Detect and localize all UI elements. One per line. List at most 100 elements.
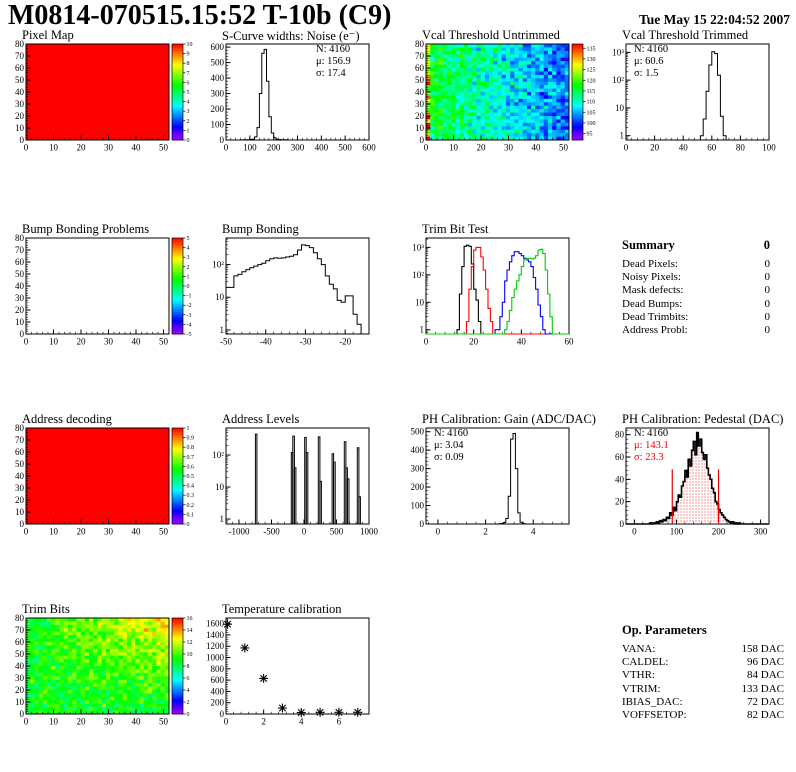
panel-title: Address decoding bbox=[22, 412, 112, 426]
svg-text:10: 10 bbox=[415, 123, 425, 133]
svg-text:400: 400 bbox=[315, 143, 329, 153]
svg-text:10³: 10³ bbox=[412, 242, 424, 252]
svg-text:60: 60 bbox=[415, 63, 425, 73]
svg-text:0.5: 0.5 bbox=[187, 474, 195, 480]
summary-value: 0 bbox=[764, 297, 771, 310]
svg-text:10: 10 bbox=[215, 292, 225, 302]
svg-text:60: 60 bbox=[15, 63, 25, 73]
svg-text:50: 50 bbox=[15, 649, 25, 659]
svg-text:100: 100 bbox=[762, 143, 776, 153]
svg-text:600: 600 bbox=[211, 42, 225, 52]
svg-text:100: 100 bbox=[411, 501, 425, 511]
stat-entries: N: 4160 bbox=[434, 428, 469, 439]
svg-text:10³: 10³ bbox=[612, 47, 624, 57]
ph-pedestal-panel: PH Calibration: Pedestal (DAC) 0 100 200 30… bbox=[602, 412, 796, 560]
page-title: M0814-070515.15:52 T-10b (C9) bbox=[8, 0, 392, 31]
svg-text:30: 30 bbox=[104, 143, 114, 153]
svg-text:10: 10 bbox=[49, 527, 59, 537]
svg-text:4: 4 bbox=[187, 100, 190, 106]
summary-value: 0 bbox=[764, 284, 771, 297]
stat-sigma: σ: 17.4 bbox=[316, 68, 346, 79]
address-levels-plot: -1000 -500 0 500 1000 1 10 10² bbox=[202, 424, 401, 548]
svg-text:10: 10 bbox=[415, 297, 425, 307]
svg-text:0: 0 bbox=[224, 143, 229, 153]
summary-row: Dead Pixels: 0 bbox=[622, 258, 770, 271]
svg-text:30: 30 bbox=[415, 99, 425, 109]
svg-text:4: 4 bbox=[187, 246, 190, 252]
summary-value: 0 bbox=[764, 258, 771, 270]
stat-sigma: σ: 23.3 bbox=[634, 452, 664, 463]
panel-title: Temperature calibration bbox=[222, 602, 342, 616]
svg-text:3: 3 bbox=[187, 255, 190, 261]
svg-text:30: 30 bbox=[104, 337, 114, 347]
svg-text:40: 40 bbox=[679, 143, 689, 153]
svg-text:10: 10 bbox=[49, 143, 59, 153]
svg-text:30: 30 bbox=[104, 527, 114, 537]
panel-title: Trim Bit Test bbox=[422, 222, 489, 236]
scurve-noise-plot: 0 100 200 300 400 500 600 0 100 200 300 400 500 600 bbox=[202, 40, 401, 164]
panel-title: S-Curve widths: Noise (e⁻) bbox=[222, 29, 360, 43]
svg-text:20: 20 bbox=[650, 143, 660, 153]
svg-text:115: 115 bbox=[587, 89, 596, 95]
trim-bit-test-panel: Trim Bit Test 0 20 40 60 1 10 10² 10³ bbox=[402, 222, 601, 370]
svg-text:100: 100 bbox=[211, 120, 225, 130]
op-parameter-label: VOFFSETOP: bbox=[622, 709, 687, 722]
svg-text:80: 80 bbox=[15, 614, 25, 623]
svg-text:200: 200 bbox=[712, 527, 726, 537]
svg-text:50: 50 bbox=[559, 143, 569, 153]
svg-text:20: 20 bbox=[477, 143, 487, 153]
svg-text:50: 50 bbox=[15, 269, 25, 279]
svg-text:400: 400 bbox=[411, 445, 425, 455]
svg-text:60: 60 bbox=[15, 637, 25, 647]
stat-sigma: σ: 0.09 bbox=[434, 452, 464, 463]
svg-text:300: 300 bbox=[291, 143, 305, 153]
svg-text:0: 0 bbox=[224, 717, 229, 727]
svg-text:9: 9 bbox=[187, 52, 190, 58]
stat-mean: μ: 3.04 bbox=[434, 440, 464, 451]
summary-header: Summary 0 bbox=[622, 238, 770, 253]
svg-text:10²: 10² bbox=[212, 260, 224, 270]
stats-box: N: 4160 μ: 156.9 σ: 17.4 bbox=[316, 44, 351, 80]
svg-text:50: 50 bbox=[159, 337, 169, 347]
summary-label: Address Probl: bbox=[622, 324, 688, 337]
svg-text:135: 135 bbox=[587, 46, 596, 52]
svg-text:40: 40 bbox=[532, 143, 542, 153]
svg-text:20: 20 bbox=[77, 143, 87, 153]
svg-text:1: 1 bbox=[620, 131, 625, 141]
svg-text:6: 6 bbox=[337, 717, 342, 727]
svg-text:100: 100 bbox=[587, 121, 596, 127]
svg-text:10: 10 bbox=[15, 697, 25, 707]
svg-text:40: 40 bbox=[132, 143, 142, 153]
svg-text:200: 200 bbox=[211, 698, 225, 708]
summary-total: 0 bbox=[763, 238, 770, 252]
ph-gain-plot: 0 2 4 0 100 200 300 400 500 bbox=[402, 424, 601, 548]
op-parameter-row: VOFFSETOP: 82 DAC bbox=[622, 709, 784, 722]
svg-text:40: 40 bbox=[132, 717, 142, 727]
svg-text:10: 10 bbox=[15, 123, 25, 133]
pixel-map-panel: Pixel Map 0 1 2 3 4 5 6 7 8 9 10 0 10 20 30 40 50 0 10 20 30… bbox=[2, 28, 201, 176]
op-parameter-label: CALDEL: bbox=[622, 656, 669, 669]
stat-mean: μ: 156.9 bbox=[316, 56, 351, 67]
svg-text:0: 0 bbox=[424, 143, 429, 153]
op-parameter-row: VANA: 158 DAC bbox=[622, 643, 784, 656]
svg-text:200: 200 bbox=[267, 143, 281, 153]
summary-value: 0 bbox=[764, 271, 771, 284]
summary-row: Dead Trimbits: 0 bbox=[622, 311, 770, 324]
svg-text:40: 40 bbox=[15, 281, 25, 291]
svg-text:500: 500 bbox=[211, 58, 225, 68]
svg-text:70: 70 bbox=[15, 625, 25, 635]
svg-text:2: 2 bbox=[187, 700, 190, 706]
panel-title: Trim Bits bbox=[22, 602, 70, 616]
svg-text:14: 14 bbox=[187, 628, 193, 634]
svg-text:0: 0 bbox=[624, 143, 629, 153]
svg-text:10: 10 bbox=[187, 42, 193, 48]
svg-text:0.6: 0.6 bbox=[187, 464, 195, 470]
svg-text:1: 1 bbox=[187, 274, 190, 280]
svg-text:2: 2 bbox=[483, 527, 488, 537]
svg-text:-50: -50 bbox=[220, 337, 232, 347]
svg-text:-40: -40 bbox=[260, 337, 272, 347]
svg-text:200: 200 bbox=[211, 104, 225, 114]
svg-text:8: 8 bbox=[187, 664, 190, 670]
summary-label: Dead Trimbits: bbox=[622, 310, 689, 323]
op-parameter-label: VTHR: bbox=[622, 669, 655, 682]
